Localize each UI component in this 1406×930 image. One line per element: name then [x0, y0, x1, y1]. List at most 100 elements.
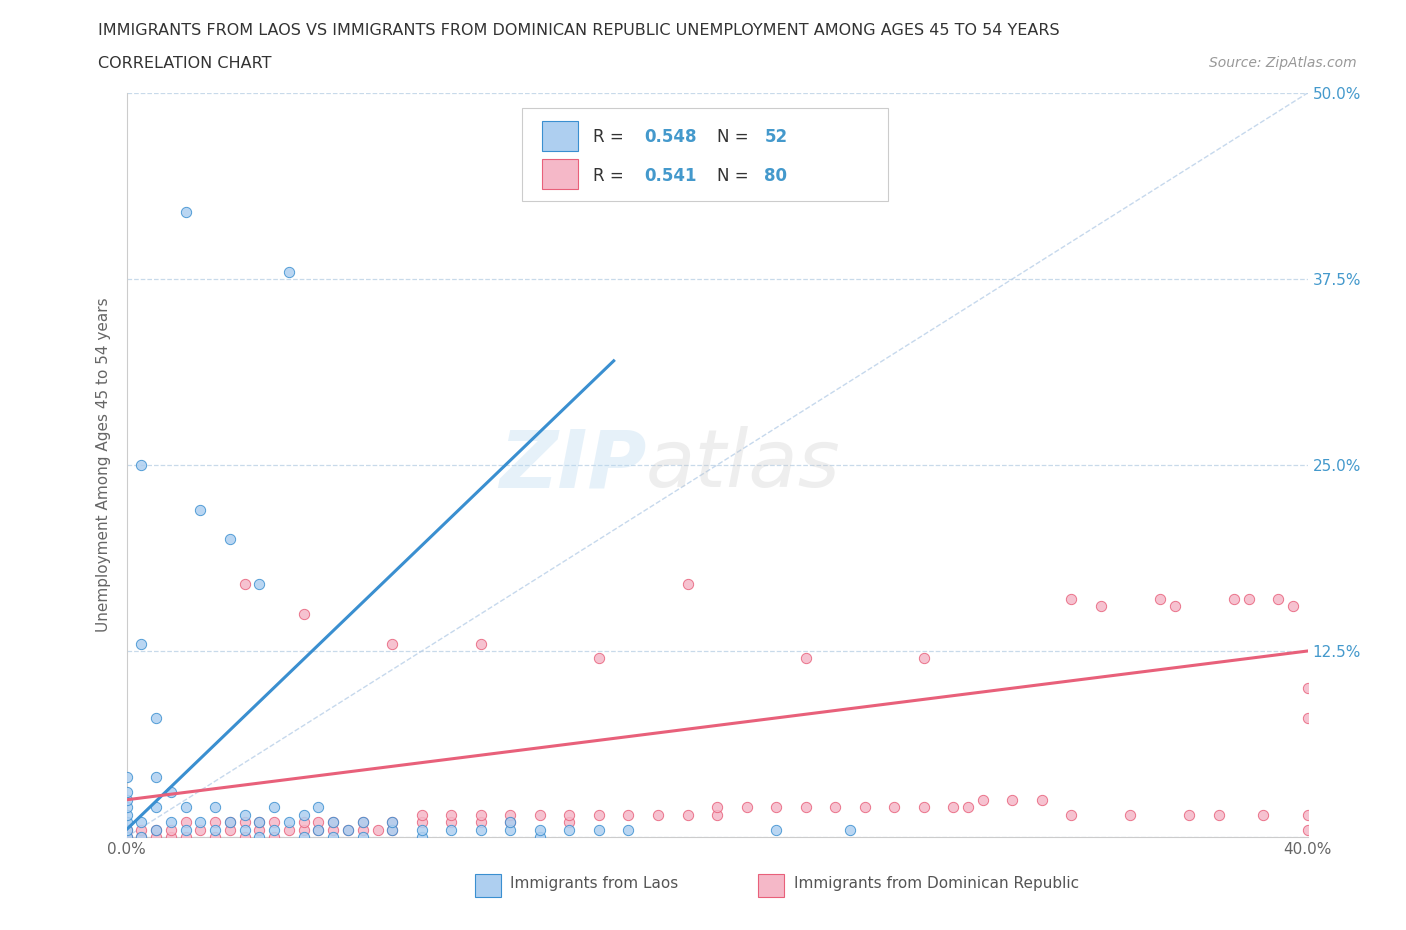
Point: [249, 830, 271, 844]
Point: [529, 830, 551, 844]
Point: [499, 807, 522, 822]
Point: [115, 770, 138, 785]
Point: [129, 822, 153, 837]
Point: [115, 822, 138, 837]
Point: [1001, 792, 1024, 807]
Text: CORRELATION CHART: CORRELATION CHART: [98, 56, 271, 71]
Point: [263, 815, 285, 830]
Point: [1296, 681, 1319, 696]
Point: [115, 807, 138, 822]
Point: [337, 822, 360, 837]
Text: R =: R =: [593, 128, 628, 146]
Point: [912, 651, 935, 666]
Point: [145, 711, 167, 725]
Point: [308, 815, 330, 830]
Point: [129, 830, 153, 844]
Point: [174, 830, 197, 844]
Point: [352, 815, 374, 830]
Point: [115, 785, 138, 800]
Point: [1208, 807, 1230, 822]
Point: [470, 822, 492, 837]
Point: [1296, 807, 1319, 822]
Point: [794, 651, 817, 666]
Point: [1149, 591, 1171, 606]
Text: N =: N =: [717, 128, 754, 146]
Point: [1178, 807, 1201, 822]
Point: [1060, 591, 1083, 606]
Point: [115, 830, 138, 844]
Point: [292, 830, 315, 844]
Point: [381, 636, 404, 651]
Point: [292, 606, 315, 621]
Point: [352, 815, 374, 830]
Point: [115, 815, 138, 830]
Point: [160, 822, 183, 837]
Point: [853, 800, 876, 815]
Point: [249, 815, 271, 830]
Point: [145, 770, 167, 785]
Point: [278, 822, 301, 837]
Text: ZIP: ZIP: [499, 426, 647, 504]
Point: [160, 830, 183, 844]
Point: [440, 807, 463, 822]
Point: [204, 800, 226, 815]
Point: [204, 822, 226, 837]
Point: [499, 822, 522, 837]
Text: atlas: atlas: [647, 426, 841, 504]
Point: [233, 822, 256, 837]
Text: Source: ZipAtlas.com: Source: ZipAtlas.com: [1209, 56, 1357, 70]
Point: [1282, 599, 1305, 614]
Text: R =: R =: [593, 166, 628, 185]
Point: [188, 815, 212, 830]
Point: [188, 502, 212, 517]
Point: [233, 577, 256, 591]
Point: [499, 815, 522, 830]
Point: [676, 577, 699, 591]
Point: [233, 830, 256, 844]
Point: [145, 830, 167, 844]
Point: [956, 800, 979, 815]
Y-axis label: Unemployment Among Ages 45 to 54 years: Unemployment Among Ages 45 to 54 years: [96, 298, 111, 632]
Point: [219, 822, 242, 837]
Point: [912, 800, 935, 815]
Text: Immigrants from Laos: Immigrants from Laos: [510, 876, 679, 891]
Point: [529, 807, 551, 822]
Point: [308, 822, 330, 837]
Point: [1253, 807, 1275, 822]
Point: [263, 830, 285, 844]
Point: [1119, 807, 1142, 822]
Point: [219, 815, 242, 830]
Point: [352, 830, 374, 844]
Point: [308, 800, 330, 815]
Point: [278, 815, 301, 830]
Point: [129, 636, 153, 651]
FancyBboxPatch shape: [522, 108, 889, 201]
Point: [278, 264, 301, 279]
Point: [1164, 599, 1187, 614]
Point: [972, 792, 994, 807]
Text: IMMIGRANTS FROM LAOS VS IMMIGRANTS FROM DOMINICAN REPUBLIC UNEMPLOYMENT AMONG AG: IMMIGRANTS FROM LAOS VS IMMIGRANTS FROM …: [98, 23, 1060, 38]
Point: [1237, 591, 1260, 606]
Point: [263, 822, 285, 837]
Point: [470, 807, 492, 822]
Point: [942, 800, 965, 815]
Point: [219, 532, 242, 547]
Point: [160, 785, 183, 800]
Point: [588, 807, 610, 822]
Point: [647, 807, 669, 822]
Point: [588, 651, 610, 666]
Point: [322, 822, 344, 837]
Point: [263, 800, 285, 815]
Point: [411, 830, 433, 844]
Point: [765, 822, 787, 837]
Point: [352, 822, 374, 837]
FancyBboxPatch shape: [475, 874, 501, 897]
Point: [529, 822, 551, 837]
Point: [558, 807, 581, 822]
Point: [249, 815, 271, 830]
Text: 52: 52: [765, 128, 787, 146]
Point: [115, 822, 138, 837]
Point: [233, 807, 256, 822]
Point: [381, 815, 404, 830]
Point: [145, 800, 167, 815]
